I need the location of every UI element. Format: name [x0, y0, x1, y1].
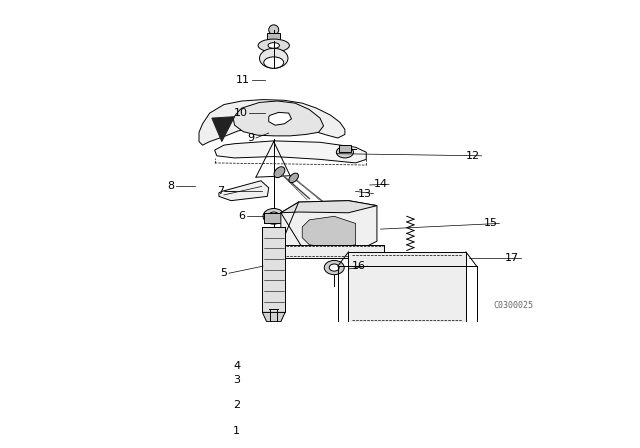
Ellipse shape [257, 392, 291, 418]
Polygon shape [199, 99, 345, 145]
Ellipse shape [264, 57, 284, 68]
Ellipse shape [274, 167, 285, 177]
Text: 6: 6 [238, 211, 245, 221]
Ellipse shape [268, 43, 280, 48]
Ellipse shape [384, 346, 398, 357]
Ellipse shape [269, 427, 278, 433]
Ellipse shape [268, 212, 280, 220]
Ellipse shape [289, 173, 298, 183]
Bar [268, 34, 280, 40]
Ellipse shape [269, 25, 278, 35]
Text: 8: 8 [167, 181, 174, 191]
Text: 17: 17 [505, 253, 519, 263]
Polygon shape [262, 312, 285, 322]
Text: 9: 9 [248, 133, 255, 143]
Ellipse shape [264, 398, 284, 412]
Ellipse shape [258, 360, 289, 371]
Ellipse shape [258, 39, 289, 52]
Text: 14: 14 [374, 179, 388, 189]
Ellipse shape [258, 423, 289, 437]
Polygon shape [219, 181, 269, 201]
Ellipse shape [324, 260, 344, 275]
Ellipse shape [391, 369, 405, 377]
Polygon shape [338, 323, 480, 375]
Text: 4: 4 [233, 361, 240, 371]
Polygon shape [281, 201, 377, 253]
Text: 1: 1 [234, 426, 240, 436]
Text: 10: 10 [234, 108, 248, 118]
Polygon shape [263, 245, 384, 258]
Ellipse shape [267, 362, 281, 369]
Text: 12: 12 [466, 151, 480, 161]
Polygon shape [302, 216, 356, 248]
Ellipse shape [257, 367, 291, 393]
Polygon shape [281, 201, 377, 213]
Bar [348, 252, 466, 323]
Ellipse shape [337, 146, 353, 158]
Ellipse shape [371, 336, 411, 367]
Bar [264, 213, 283, 223]
Text: C0300025: C0300025 [493, 301, 534, 310]
Text: 15: 15 [484, 219, 498, 228]
Polygon shape [233, 101, 324, 136]
Text: 5: 5 [220, 268, 227, 278]
Ellipse shape [259, 48, 288, 68]
Bar [339, 145, 351, 152]
Text: 7: 7 [217, 186, 224, 196]
Text: 3: 3 [234, 375, 240, 385]
Polygon shape [269, 112, 292, 125]
Ellipse shape [251, 420, 296, 440]
Text: 16: 16 [352, 261, 366, 271]
Text: 13: 13 [358, 189, 372, 198]
Ellipse shape [329, 264, 339, 271]
Text: 11: 11 [236, 75, 250, 85]
Polygon shape [214, 141, 366, 163]
Bar [262, 227, 285, 312]
Polygon shape [212, 116, 235, 142]
Ellipse shape [264, 373, 284, 387]
Text: 2: 2 [233, 400, 240, 410]
Ellipse shape [263, 208, 284, 224]
Bar [268, 362, 280, 369]
